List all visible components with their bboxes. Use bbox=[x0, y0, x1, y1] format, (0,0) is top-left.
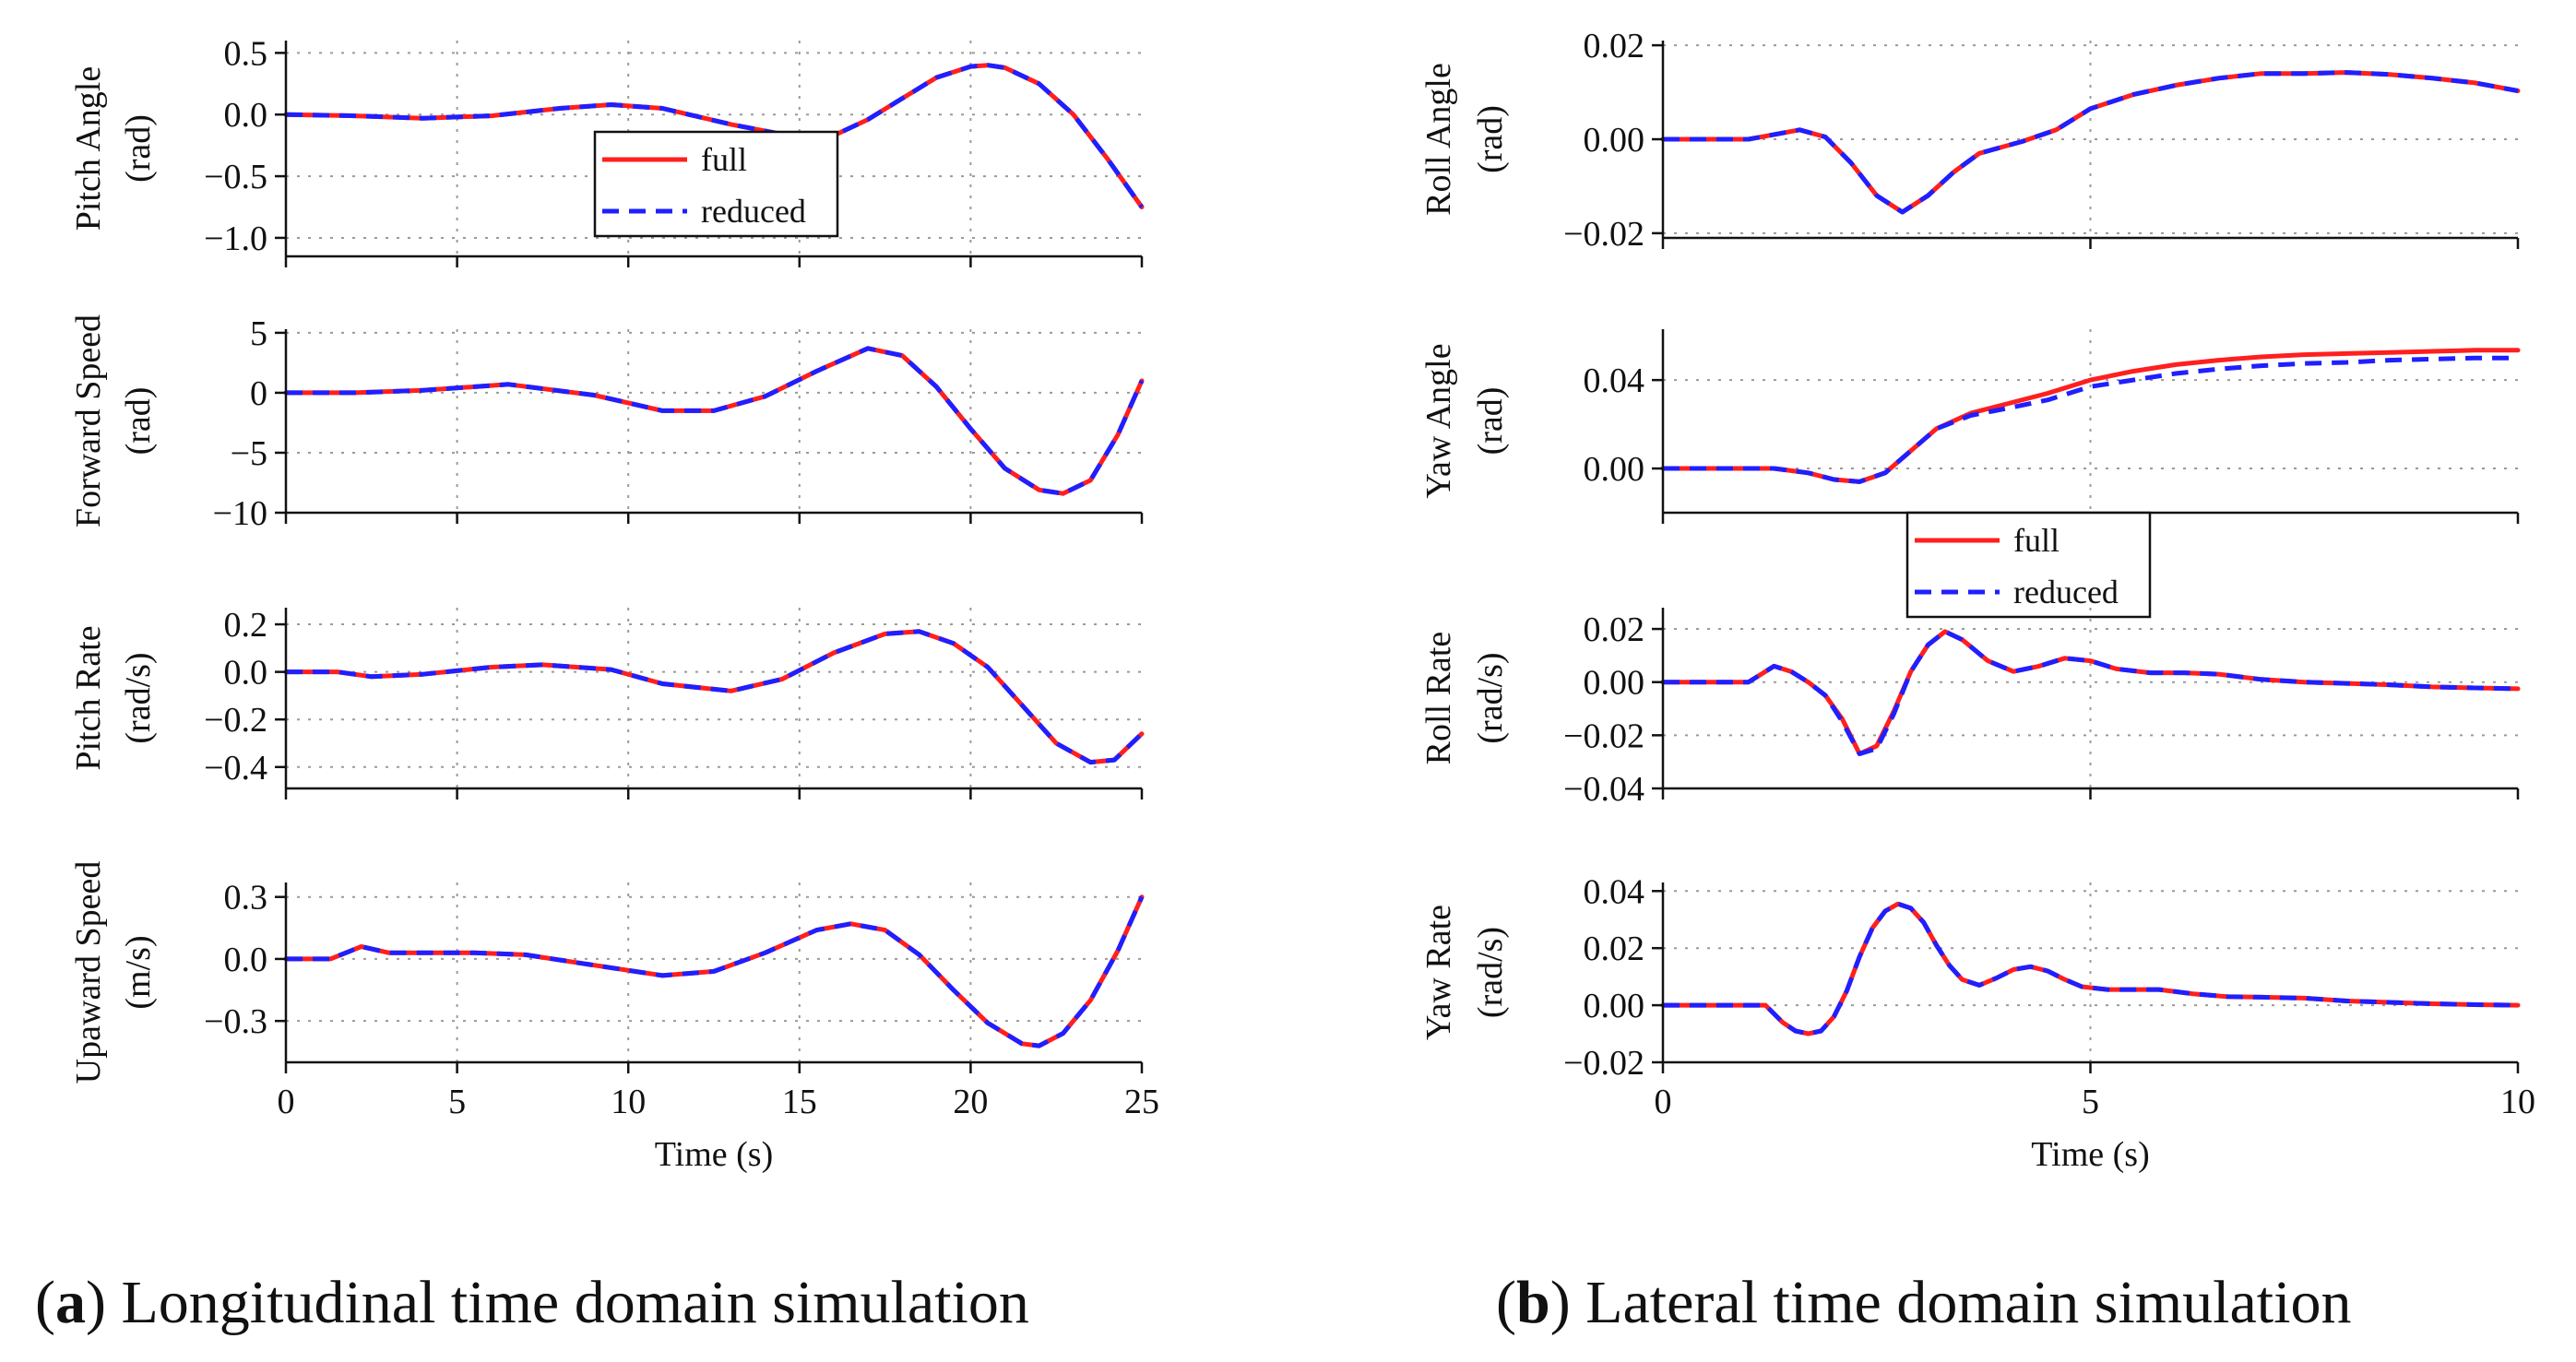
series-reduced-line bbox=[286, 346, 1145, 496]
y-tick-label: −0.04 bbox=[1563, 770, 1644, 809]
series-full-line bbox=[1660, 629, 2521, 756]
caption-b-label: b bbox=[1515, 1269, 1550, 1336]
y-tick-label: −0.02 bbox=[1563, 717, 1644, 755]
chart-panel-2: −0.4 −0.2 0.0 0.2 Pitch Rate (rad/s) bbox=[69, 606, 1145, 799]
y-tick-label: 0.00 bbox=[1584, 450, 1645, 489]
y-tick-label: 0.04 bbox=[1584, 872, 1645, 911]
x-tick-label: 5 bbox=[448, 1083, 466, 1121]
y-tick-label: 0.5 bbox=[224, 34, 268, 73]
legend-label-reduced: reduced bbox=[2013, 574, 2119, 610]
y-tick-label: 0.0 bbox=[224, 96, 268, 135]
legend: full reduced bbox=[1905, 511, 2152, 619]
legend-box bbox=[1905, 511, 2152, 619]
y-tick-label: −1.0 bbox=[204, 219, 267, 258]
y-tick-label: −10 bbox=[213, 494, 267, 533]
y-tick-label: 0.2 bbox=[224, 606, 268, 645]
y-tick-label: 0.0 bbox=[224, 654, 268, 693]
series-reduced-line bbox=[1663, 901, 2519, 1036]
series-reduced-line bbox=[285, 63, 1145, 208]
y-tick-label: −0.5 bbox=[204, 158, 267, 196]
y-axis-title: Roll Rate bbox=[1419, 632, 1458, 765]
chart-panel-0: −1.0 −0.5 0.0 0.5 Pitch Angle (rad) full reduce… bbox=[69, 34, 1145, 267]
y-axis-title: Roll Angle bbox=[1419, 63, 1458, 216]
y-tick-label: 0.04 bbox=[1584, 361, 1645, 400]
y-axis-title: (m/s) bbox=[119, 935, 158, 1009]
y-tick-label: 0.02 bbox=[1584, 610, 1645, 649]
series-reduced-line bbox=[1663, 629, 2519, 756]
x-tick-label: 15 bbox=[782, 1083, 817, 1121]
y-axis-title: Upaward Speed bbox=[69, 861, 108, 1084]
y-axis-title: (rad) bbox=[1471, 387, 1510, 456]
caption-a: (a) Longitudinal time domain simulation bbox=[35, 1269, 1029, 1336]
chart-panel-7: −0.02 0.00 0.02 0.04 0 5 10 Time (s) Yaw Rate (ra… bbox=[1419, 872, 2535, 1174]
chart-panel-4: −0.02 0.00 0.02 Roll Angle (rad) bbox=[1419, 27, 2521, 254]
x-axis-title: Time (s) bbox=[655, 1135, 773, 1174]
chart-panel-6: −0.04 −0.02 0.00 0.02 Roll Rate (rad/s) bbox=[1419, 608, 2521, 809]
caption-a-label: a bbox=[54, 1269, 86, 1336]
y-tick-label: −5 bbox=[231, 434, 267, 473]
y-tick-label: 0.02 bbox=[1584, 27, 1645, 65]
y-tick-label: 0.3 bbox=[224, 879, 268, 918]
chart-panel-5: 0.00 0.04 Yaw Angle (rad) full reduced bbox=[1419, 329, 2521, 619]
y-axis-title: Pitch Angle bbox=[69, 66, 108, 231]
y-axis-title: (rad) bbox=[119, 387, 158, 456]
x-tick-label: 25 bbox=[1124, 1083, 1159, 1121]
series-reduced-line bbox=[1663, 70, 2519, 215]
legend-label-reduced: reduced bbox=[701, 193, 806, 230]
y-axis-title: Yaw Rate bbox=[1419, 905, 1458, 1040]
legend-label-full: full bbox=[2013, 522, 2060, 559]
series-full-line bbox=[1660, 901, 2521, 1036]
x-tick-label: 0 bbox=[1655, 1083, 1672, 1121]
y-tick-label: 0.0 bbox=[224, 941, 268, 979]
series-full-line bbox=[1660, 348, 2521, 484]
series-reduced-line bbox=[286, 629, 1144, 765]
y-tick-label: 0 bbox=[250, 374, 267, 413]
caption-b-text: Lateral time domain simulation bbox=[1585, 1269, 2352, 1336]
y-axis-title: Pitch Rate bbox=[69, 625, 108, 770]
caption-b: (b) Lateral time domain simulation bbox=[1496, 1269, 2352, 1336]
y-tick-label: −0.02 bbox=[1563, 1044, 1644, 1083]
y-axis-title: (rad) bbox=[119, 114, 158, 183]
y-tick-label: 0.00 bbox=[1584, 987, 1645, 1025]
x-tick-label: 10 bbox=[611, 1083, 646, 1121]
y-tick-label: 0.02 bbox=[1584, 930, 1645, 968]
y-axis-title: (rad) bbox=[1471, 105, 1510, 173]
legend-label-full: full bbox=[701, 141, 747, 178]
legend: full reduced bbox=[593, 130, 839, 238]
y-axis-title: Forward Speed bbox=[69, 314, 108, 527]
y-axis-title: (rad/s) bbox=[1471, 652, 1510, 743]
legend-box bbox=[593, 130, 839, 238]
y-axis-title: Yaw Angle bbox=[1419, 343, 1458, 498]
series-reduced-line bbox=[286, 895, 1145, 1048]
y-tick-label: 0.00 bbox=[1584, 664, 1645, 703]
x-tick-label: 10 bbox=[2500, 1083, 2535, 1121]
y-tick-label: 5 bbox=[250, 314, 267, 353]
chart-panel-1: −10 −5 0 5 Forward Speed (rad) bbox=[69, 314, 1145, 533]
chart-panel-3: −0.3 0.0 0.3 0 5 10 15 20 25 Time (s) Upaward Spee… bbox=[69, 861, 1159, 1174]
x-tick-label: 0 bbox=[278, 1083, 295, 1121]
y-tick-label: −0.02 bbox=[1563, 215, 1644, 254]
y-axis-title: (rad/s) bbox=[119, 652, 158, 743]
y-tick-label: −0.3 bbox=[204, 1002, 267, 1041]
series-full-line bbox=[283, 346, 1145, 496]
y-tick-label: −0.4 bbox=[204, 749, 267, 788]
caption-a-text: Longitudinal time domain simulation bbox=[121, 1269, 1029, 1336]
x-tick-label: 5 bbox=[2082, 1083, 2099, 1121]
x-tick-label: 20 bbox=[953, 1083, 988, 1121]
y-axis-title: (rad/s) bbox=[1471, 927, 1510, 1018]
series-reduced-line bbox=[1663, 355, 2518, 484]
x-axis-title: Time (s) bbox=[2031, 1135, 2149, 1174]
y-tick-label: −0.2 bbox=[204, 701, 267, 740]
y-tick-label: 0.00 bbox=[1584, 121, 1645, 160]
